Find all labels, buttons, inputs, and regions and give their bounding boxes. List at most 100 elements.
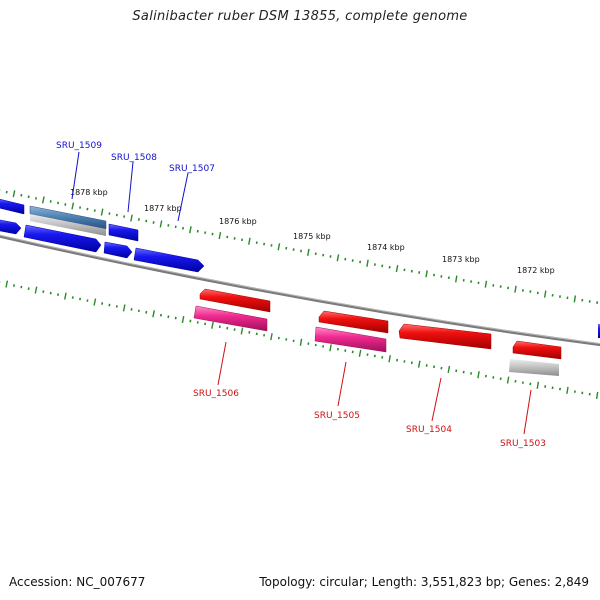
minor-tick — [35, 197, 38, 200]
minor-tick — [433, 365, 436, 369]
gene-arrow[interactable] — [23, 224, 102, 253]
major-tick — [277, 243, 281, 251]
genome-title: Salinibacter ruber DSM 13855, complete g… — [132, 9, 468, 24]
forward-genes — [0, 198, 600, 338]
minor-tick — [277, 336, 280, 340]
gene-cds-sru-1505[interactable] — [314, 326, 387, 353]
minor-tick — [285, 246, 288, 250]
minor-tick — [381, 264, 384, 268]
minor-tick — [410, 269, 413, 273]
minor-tick — [57, 293, 60, 296]
gene-label-sru-1503[interactable]: SRU_1503 — [500, 439, 546, 449]
minor-tick — [123, 215, 126, 218]
label-leaders — [71, 151, 532, 435]
gene-label-sru-1505[interactable]: SRU_1505 — [314, 411, 360, 421]
minor-tick — [79, 206, 82, 209]
minor-tick — [27, 195, 30, 199]
major-tick — [100, 208, 104, 216]
major-tick — [336, 254, 340, 262]
gene-cds-sru-1506[interactable] — [193, 305, 268, 332]
minor-tick — [373, 354, 376, 358]
minor-tick — [42, 290, 45, 293]
minor-tick — [204, 322, 207, 326]
minor-tick — [226, 326, 229, 330]
minor-tick — [196, 321, 199, 324]
gene-arrow-sru-1508[interactable] — [108, 223, 139, 242]
scale-label-1876: 1876 kbp — [219, 217, 257, 226]
minor-tick — [101, 302, 104, 305]
scale-label-1875: 1875 kbp — [293, 232, 331, 241]
major-tick — [425, 270, 428, 278]
minor-tick — [5, 190, 8, 194]
gene-arrow-sru-1506[interactable] — [199, 288, 271, 313]
gene-label-sru-1507[interactable]: SRU_1507 — [169, 164, 215, 174]
gene-label-sru-1506[interactable]: SRU_1506 — [193, 389, 239, 399]
minor-tick — [167, 315, 170, 319]
major-tick — [395, 264, 399, 273]
gene-label-sru-1504[interactable]: SRU_1504 — [406, 425, 452, 435]
minor-tick — [93, 209, 96, 212]
minor-tick — [196, 229, 199, 233]
major-tick — [181, 315, 185, 324]
major-tick — [5, 280, 9, 288]
minor-tick — [64, 203, 67, 206]
major-tick — [417, 360, 421, 368]
major-tick — [566, 386, 569, 394]
minor-tick — [248, 331, 251, 334]
gene-label-sru-1509[interactable]: SRU_1509 — [56, 141, 102, 151]
scale-label-1872: 1872 kbp — [517, 266, 555, 275]
scale-label-1877: 1877 kbp — [144, 204, 182, 213]
gene-arrow-sru-1507[interactable] — [133, 247, 205, 273]
minor-tick — [314, 343, 317, 347]
gene-arrow[interactable] — [0, 198, 25, 215]
major-tick — [514, 285, 517, 293]
gene-arrow-sru-1504[interactable] — [398, 323, 492, 350]
minor-tick — [403, 268, 406, 272]
gene-arrow-sru-1503[interactable] — [512, 340, 562, 360]
gene-label-sru-1508[interactable]: SRU_1508 — [111, 153, 157, 163]
major-tick — [34, 286, 38, 294]
major-tick — [358, 349, 362, 357]
major-tick — [447, 365, 451, 374]
major-tick — [189, 226, 192, 234]
minor-tick — [322, 345, 325, 348]
major-tick — [64, 292, 67, 300]
minor-tick — [167, 224, 170, 227]
minor-tick — [86, 299, 89, 302]
minor-tick — [255, 241, 258, 244]
major-tick — [240, 327, 244, 335]
major-tick — [71, 202, 75, 210]
major-tick — [159, 220, 163, 228]
minor-tick — [204, 231, 207, 234]
minor-tick — [322, 253, 325, 257]
gene-arrow-sru-1505[interactable] — [318, 310, 389, 334]
minor-tick — [396, 358, 399, 362]
gene-arrow[interactable] — [0, 219, 22, 235]
reverse-genes — [193, 288, 562, 376]
minor-tick — [455, 369, 458, 373]
major-tick — [130, 214, 133, 222]
major-tick — [329, 344, 332, 352]
minor-tick — [218, 325, 221, 329]
minor-tick — [145, 310, 148, 314]
gene-arrow-sru-1509-pseudo — [30, 214, 106, 236]
major-tick — [122, 304, 126, 312]
major-tick — [388, 355, 391, 363]
minor-tick — [115, 213, 118, 217]
scale-ticks-inner — [0, 280, 599, 400]
major-tick — [248, 237, 251, 245]
major-tick — [270, 333, 273, 341]
minor-tick — [255, 332, 258, 336]
minor-tick — [79, 297, 82, 301]
scale-label-1878: 1878 kbp — [70, 188, 108, 197]
major-tick — [484, 280, 488, 288]
gene-pseudo-sru-1503 — [509, 359, 559, 376]
gene-arrow[interactable] — [103, 241, 133, 259]
minor-tick — [115, 305, 118, 308]
major-tick — [152, 310, 155, 318]
minor-tick — [462, 370, 465, 374]
minor-tick — [285, 338, 288, 341]
scale-label-1873: 1873 kbp — [442, 255, 480, 264]
minor-tick — [108, 303, 111, 307]
